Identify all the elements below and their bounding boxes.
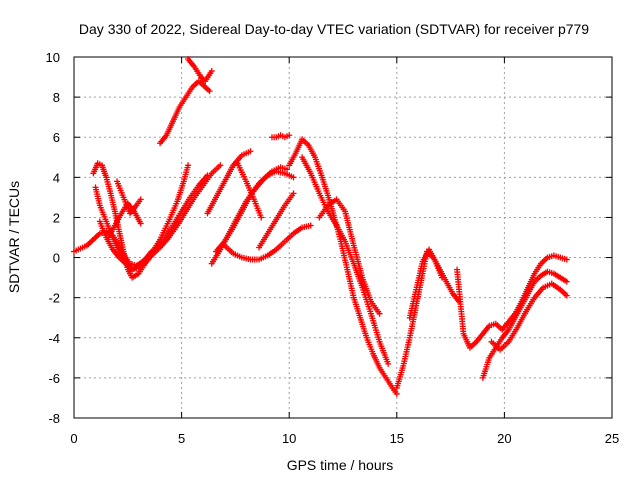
- y-axis-ticks: -8 -6 -4 -2 0 2 4 6 8 10: [46, 50, 612, 426]
- data-point: [393, 390, 400, 397]
- y-tick-label: 10: [46, 50, 60, 65]
- y-tick-label: 2: [53, 210, 60, 225]
- x-tick-label: 0: [70, 431, 77, 446]
- x-tick-label: 15: [390, 431, 404, 446]
- data-point: [290, 174, 297, 181]
- data-point: [307, 222, 314, 229]
- y-tick-label: -4: [48, 331, 60, 346]
- x-axis-label: GPS time / hours: [287, 457, 394, 473]
- y-axis-label: SDTVAR / TECUs: [6, 181, 22, 293]
- data-point: [217, 162, 224, 169]
- data-point: [385, 360, 392, 367]
- y-tick-label: 8: [53, 90, 60, 105]
- y-tick-label: -2: [48, 291, 60, 306]
- y-tick-label: 4: [53, 170, 60, 185]
- y-tick-label: -6: [48, 371, 60, 386]
- data-point: [137, 220, 144, 227]
- data-point: [563, 292, 570, 299]
- data-point: [206, 88, 213, 95]
- data-point: [284, 166, 291, 173]
- y-tick-label: 6: [53, 130, 60, 145]
- chart-title: Day 330 of 2022, Sidereal Day-to-day VTE…: [79, 21, 589, 37]
- data-point: [376, 310, 383, 317]
- y-tick-label: 0: [53, 251, 60, 266]
- x-tick-label: 10: [282, 431, 296, 446]
- y-tick-label: -8: [48, 411, 60, 426]
- data-point: [563, 256, 570, 263]
- data-point: [247, 148, 254, 155]
- data-point: [185, 162, 192, 169]
- x-tick-label: 20: [497, 431, 511, 446]
- data-point: [258, 214, 265, 221]
- data-point: [208, 68, 215, 75]
- x-axis-ticks: 0 5 10 15 20 25: [70, 57, 619, 446]
- x-tick-label: 25: [605, 431, 619, 446]
- x-tick-label: 5: [178, 431, 185, 446]
- data-points: [71, 56, 570, 397]
- data-point: [438, 274, 445, 281]
- data-point: [286, 132, 293, 139]
- plot-area-border: [73, 56, 613, 419]
- grid-lines: [74, 57, 612, 418]
- data-point: [563, 278, 570, 285]
- data-point: [290, 190, 297, 197]
- data-point: [137, 196, 144, 203]
